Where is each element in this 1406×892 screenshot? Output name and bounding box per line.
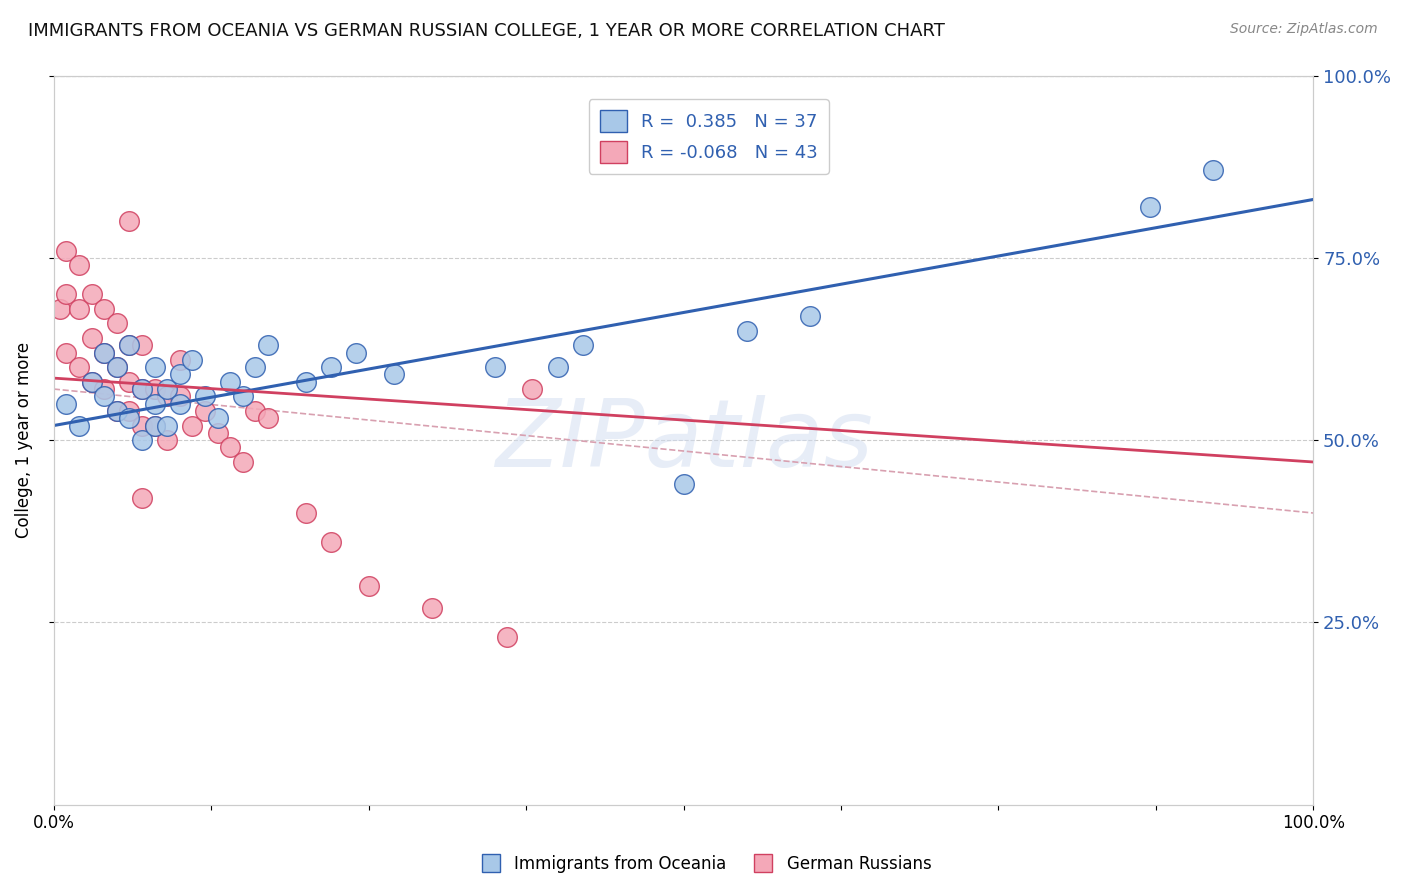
Point <box>143 418 166 433</box>
Point <box>93 345 115 359</box>
Point <box>294 506 316 520</box>
Point <box>156 433 179 447</box>
Point <box>118 214 141 228</box>
Point <box>672 476 695 491</box>
Point <box>169 397 191 411</box>
Point <box>105 404 128 418</box>
Point <box>319 535 342 549</box>
Point <box>131 338 153 352</box>
Point <box>232 455 254 469</box>
Point <box>572 338 595 352</box>
Point <box>232 389 254 403</box>
Point <box>67 301 90 316</box>
Point <box>156 418 179 433</box>
Point <box>194 404 217 418</box>
Point <box>219 441 242 455</box>
Point <box>143 397 166 411</box>
Point <box>735 324 758 338</box>
Point <box>93 345 115 359</box>
Point <box>105 317 128 331</box>
Point <box>344 345 367 359</box>
Point <box>357 579 380 593</box>
Point <box>118 338 141 352</box>
Point <box>420 600 443 615</box>
Point <box>80 331 103 345</box>
Point <box>55 397 77 411</box>
Point <box>67 418 90 433</box>
Point <box>105 360 128 375</box>
Text: ZIPatlas: ZIPatlas <box>495 394 873 485</box>
Point <box>1201 163 1223 178</box>
Point <box>49 301 72 316</box>
Point <box>169 389 191 403</box>
Point <box>118 404 141 418</box>
Point <box>80 375 103 389</box>
Point <box>55 345 77 359</box>
Point <box>257 338 280 352</box>
Point <box>547 360 569 375</box>
Point <box>55 244 77 258</box>
Point <box>55 287 77 301</box>
Point <box>131 382 153 396</box>
Point <box>67 360 90 375</box>
Point <box>194 389 217 403</box>
Point <box>131 491 153 506</box>
Point <box>799 309 821 323</box>
Point <box>207 411 229 425</box>
Point <box>382 368 405 382</box>
Point <box>93 301 115 316</box>
Point <box>181 418 204 433</box>
Point <box>219 375 242 389</box>
Point <box>118 411 141 425</box>
Point <box>143 418 166 433</box>
Text: IMMIGRANTS FROM OCEANIA VS GERMAN RUSSIAN COLLEGE, 1 YEAR OR MORE CORRELATION CH: IMMIGRANTS FROM OCEANIA VS GERMAN RUSSIA… <box>28 22 945 40</box>
Point <box>156 382 179 396</box>
Point <box>181 352 204 367</box>
Point <box>207 425 229 440</box>
Point <box>93 382 115 396</box>
Point <box>118 338 141 352</box>
Point <box>245 360 267 375</box>
Point <box>484 360 506 375</box>
Point <box>105 404 128 418</box>
Point <box>156 389 179 403</box>
Point <box>80 287 103 301</box>
Point <box>1139 200 1161 214</box>
Legend: R =  0.385   N = 37, R = -0.068   N = 43: R = 0.385 N = 37, R = -0.068 N = 43 <box>589 99 828 174</box>
Point <box>143 360 166 375</box>
Point <box>522 382 544 396</box>
Point <box>105 360 128 375</box>
Point <box>143 382 166 396</box>
Point <box>319 360 342 375</box>
Point <box>257 411 280 425</box>
Point <box>131 382 153 396</box>
Point <box>294 375 316 389</box>
Point <box>131 418 153 433</box>
Point <box>67 258 90 272</box>
Point <box>169 368 191 382</box>
Text: Source: ZipAtlas.com: Source: ZipAtlas.com <box>1230 22 1378 37</box>
Point <box>131 433 153 447</box>
Point <box>245 404 267 418</box>
Point <box>169 352 191 367</box>
Legend: Immigrants from Oceania, German Russians: Immigrants from Oceania, German Russians <box>468 848 938 880</box>
Point <box>118 375 141 389</box>
Point <box>496 630 519 644</box>
Point <box>93 389 115 403</box>
Y-axis label: College, 1 year or more: College, 1 year or more <box>15 342 32 538</box>
Point <box>80 375 103 389</box>
